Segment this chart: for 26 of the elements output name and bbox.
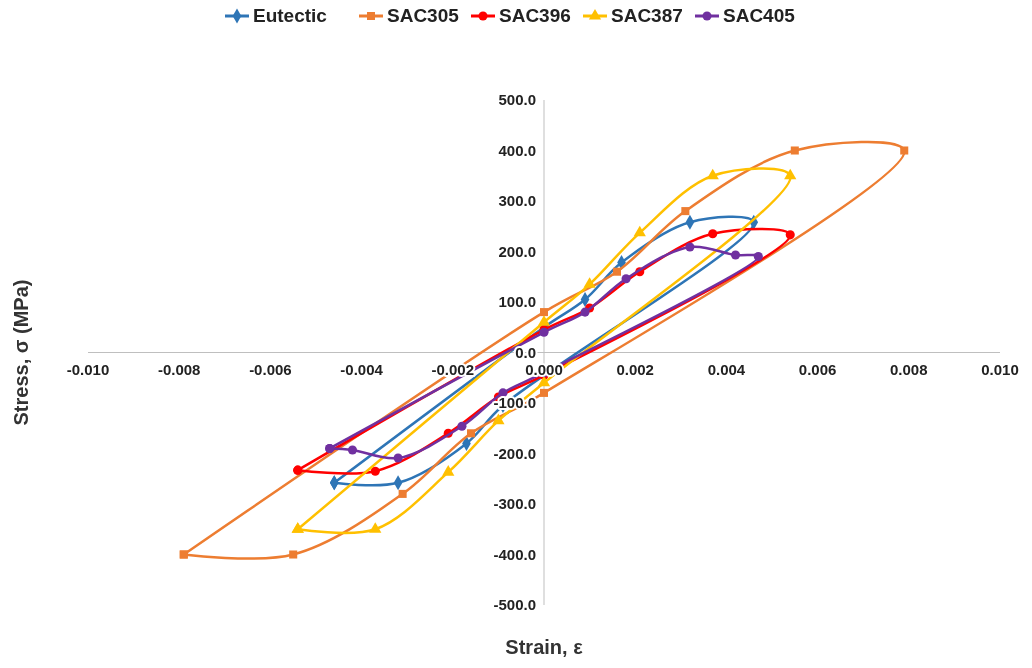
y-tick-label: -300.0	[493, 495, 536, 512]
x-tick-label: 0.006	[798, 360, 837, 378]
x-tick-label: 0.004	[707, 360, 746, 378]
x-tick-label: 0.008	[890, 360, 928, 378]
legend-label: SAC405	[723, 5, 796, 26]
y-tick-label: 0.0	[515, 343, 536, 361]
legend-label: SAC396	[499, 5, 571, 26]
y-axis-title: Stress, σ (MPa)	[10, 279, 32, 426]
legend-label: SAC387	[611, 5, 683, 26]
x-tick-label: 0.010	[981, 360, 1019, 378]
y-tick-label: 300.0	[498, 192, 536, 209]
x-tick-label: -0.010	[66, 360, 110, 378]
y-tick-label: -500.0	[493, 596, 536, 613]
legend-label: Eutectic	[253, 5, 328, 26]
x-tick-label: 0.002	[616, 360, 654, 378]
y-tick-label: 200.0	[498, 242, 536, 260]
x-tick-label: -0.008	[157, 360, 201, 378]
y-tick-label: -400.0	[493, 545, 536, 563]
y-tick-label: 100.0	[498, 293, 536, 310]
y-tick-label: 400.0	[498, 141, 536, 159]
y-tick-label: 500.0	[498, 91, 536, 108]
x-tick-label: -0.004	[340, 360, 384, 378]
y-tick-label: -200.0	[493, 444, 536, 462]
x-tick-label: -0.006	[249, 360, 292, 378]
x-axis-title: Strain, ε	[505, 636, 584, 658]
legend-label: SAC305	[387, 5, 460, 26]
